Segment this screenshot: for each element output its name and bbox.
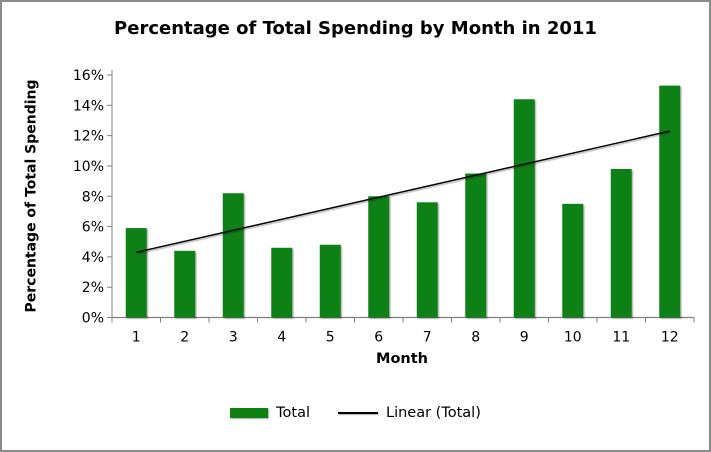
x-tick-label: 1: [132, 330, 141, 346]
bar-month-4: [271, 247, 293, 318]
legend-item-total: Total: [230, 405, 310, 421]
x-tick-label: 8: [471, 330, 480, 346]
x-tick-label: 4: [277, 330, 286, 346]
bar-month-1: [125, 228, 147, 318]
legend: Total Linear (Total): [2, 405, 709, 421]
y-tick-label: 10%: [73, 159, 104, 175]
legend-item-linear: Linear (Total): [338, 405, 481, 421]
x-tick-label: 7: [423, 330, 432, 346]
y-tick-label: 4%: [82, 250, 104, 266]
trend-line: [136, 130, 670, 254]
bar-month-11: [610, 168, 632, 318]
legend-line-swatch-icon: [338, 412, 378, 414]
x-tick-label: 12: [661, 330, 679, 346]
y-tick-label: 8%: [82, 189, 104, 205]
x-tick-label: 10: [564, 330, 582, 346]
bar-month-5: [319, 244, 341, 318]
chart-title: Percentage of Total Spending by Month in…: [114, 18, 597, 39]
bar-month-2: [174, 250, 196, 318]
bar-month-9: [513, 99, 535, 318]
legend-label-total: Total: [276, 405, 310, 421]
x-tick-label: 2: [180, 330, 189, 346]
x-tick-label: 6: [374, 330, 383, 346]
legend-bar-swatch-icon: [230, 408, 269, 418]
bar-month-8: [465, 173, 487, 318]
y-tick-label: 6%: [82, 220, 104, 236]
y-tick-label: 0%: [82, 311, 104, 327]
x-tick-label: 5: [326, 330, 335, 346]
x-tick-label: 3: [229, 330, 238, 346]
legend-label-linear: Linear (Total): [386, 405, 481, 421]
bar-month-7: [416, 202, 438, 318]
x-axis-title: Month: [376, 351, 428, 367]
y-tick-label: 2%: [82, 280, 104, 296]
bar-month-12: [659, 85, 681, 318]
x-tick-label: 11: [612, 330, 630, 346]
x-tick-label: 9: [520, 330, 529, 346]
bar-month-3: [222, 193, 244, 318]
bar-month-10: [562, 203, 584, 318]
bar-month-6: [368, 196, 390, 318]
y-tick-label: 16%: [73, 68, 104, 84]
y-tick-label: 12%: [73, 129, 104, 145]
y-tick-label: 14%: [73, 98, 104, 114]
